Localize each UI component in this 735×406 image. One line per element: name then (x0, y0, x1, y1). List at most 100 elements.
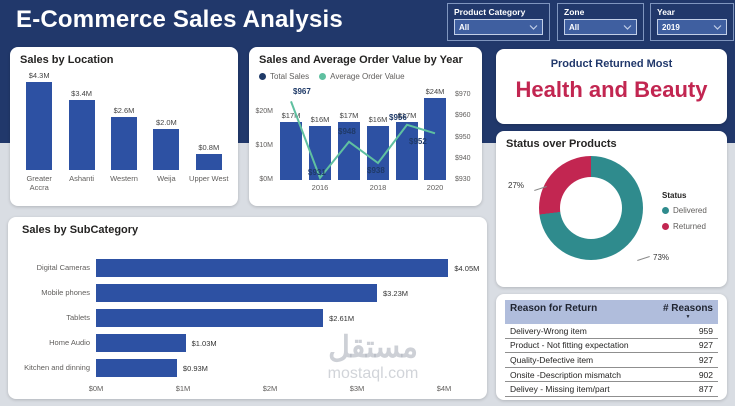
bar-year-2019[interactable] (396, 122, 418, 180)
line-value-label: $931 (308, 167, 326, 177)
table-body: Delivery-Wrong item 959 Product - Not fitt… (505, 324, 718, 397)
reason-cell: Delivery-Wrong item (510, 325, 587, 336)
donut-pct-delivered: 73% (653, 253, 670, 262)
legend-label: Returned (673, 222, 706, 231)
bar-home-audio[interactable] (96, 334, 186, 352)
reason-cell: Product - Not fitting expectation (510, 340, 629, 351)
table-header-reason[interactable]: Reason for Return (510, 303, 598, 314)
filter-value-zone: All (569, 22, 580, 32)
line-value-label: $948 (338, 126, 356, 136)
bar-value-label: $24M (425, 87, 445, 97)
legend-item-delivered[interactable]: Delivered (662, 206, 707, 215)
kpi-value: Health and Beauty (515, 77, 708, 102)
x-axis-tick: $4M (436, 384, 452, 393)
x-axis-label: 2018 (369, 183, 387, 192)
bar-kitchen-and-dinning[interactable] (96, 359, 177, 377)
table-header-count-label: # Reasons (662, 303, 713, 314)
kpi-title: Product Returned Most (550, 58, 673, 70)
bar-value-label: $16M (310, 114, 330, 124)
filter-label-zone: Zone (564, 7, 585, 17)
bar-value-label: $16M (368, 114, 388, 124)
bar-year-2015[interactable] (280, 122, 302, 180)
chevron-down-icon (529, 24, 538, 30)
legend-item-average-order-value[interactable]: Average Order Value (319, 72, 405, 81)
y-axis-right-tick: $960 (455, 112, 471, 120)
bar-tablets[interactable] (96, 309, 324, 327)
panel-status-over-products: Status over Products 27% 73% Status Deliver… (496, 131, 727, 287)
filter-dropdown-product-category[interactable]: All (454, 19, 543, 35)
count-cell: 877 (698, 384, 713, 395)
page-title: E-Commerce Sales Analysis (16, 6, 343, 33)
table-row[interactable]: Delivery-Wrong item 959 (505, 324, 718, 339)
x-axis-label: Western (110, 174, 138, 183)
table-row[interactable]: Product - Not fitting expectation 927 (505, 339, 718, 354)
table-row[interactable]: Quality-Defective item 927 (505, 353, 718, 368)
bar-value-label: $3.4M (71, 89, 93, 99)
bar-value-label: $2.61M (329, 314, 355, 323)
reason-cell: Onsite -Description mismatch (510, 369, 622, 380)
x-axis-label: 2016 (311, 183, 329, 192)
filter-value-product-category: All (459, 22, 470, 32)
bar-mobile-phones[interactable] (96, 284, 377, 302)
bar-value-label: $4.3M (28, 71, 50, 80)
y-axis-label: Mobile phones (41, 288, 90, 297)
legend-label: Delivered (673, 206, 707, 215)
legend-label: Average Order Value (330, 72, 405, 81)
bar-weija[interactable] (153, 129, 180, 170)
legend-item-total-sales[interactable]: Total Sales (259, 72, 309, 81)
y-axis-label: Home Audio (49, 338, 90, 347)
legend-item-returned[interactable]: Returned (662, 222, 707, 231)
legend-dot-icon (662, 223, 669, 230)
bar-value-label: $4.05M (454, 264, 480, 273)
line-value-label: $952 (409, 137, 427, 147)
bar-value-label: $17M (339, 111, 359, 121)
y-axis-left-tick: $0M (259, 176, 273, 183)
legend-dot-icon (319, 73, 327, 80)
bar-digital-cameras[interactable] (96, 259, 449, 277)
panel-sales-by-location: Sales by Location $4.3M Greater Accra $3.4… (10, 47, 238, 206)
callout-line (637, 256, 650, 261)
x-axis-tick: $3M (349, 384, 365, 393)
x-axis-tick: $1M (175, 384, 191, 393)
table-header-row[interactable]: Reason for Return # Reasons ▼ (505, 300, 718, 324)
status-donut-chart: 27% 73% Status Delivered Returned (496, 131, 727, 287)
x-axis-tick: $2M (262, 384, 278, 393)
filter-label-product-category: Product Category (454, 7, 526, 17)
line-value-label: $956 (389, 112, 407, 122)
panel-reason-for-return: Reason for Return # Reasons ▼ Delivery-W… (496, 294, 727, 400)
bar-value-label: $3.23M (383, 289, 409, 298)
bar-value-label: $0.8M (198, 142, 220, 152)
bar-year-2020[interactable] (424, 98, 446, 180)
table-row[interactable]: Delivey - Missing item/part 877 (505, 382, 718, 397)
bar-ashanti[interactable] (68, 100, 95, 170)
bar-greater-accra[interactable] (26, 82, 53, 170)
combo-chart-legend: Total Sales Average Order Value (259, 72, 415, 81)
bar-value-label: $0.93M (182, 364, 208, 373)
y-axis-label: Tablets (66, 313, 90, 322)
table-row[interactable]: Onsite -Description mismatch 902 (505, 368, 718, 383)
chart-title-sales-by-location: Sales by Location (20, 54, 114, 66)
x-axis-label: Upper West (189, 174, 229, 183)
chart-title-sales-aov-by-year: Sales and Average Order Value by Year (259, 54, 463, 66)
y-axis-right-tick: $940 (455, 154, 471, 162)
bar-value-label: $2.6M (113, 105, 135, 115)
x-axis-label: 2020 (426, 183, 444, 192)
filter-dropdown-zone[interactable]: All (564, 19, 637, 35)
panel-sales-by-subcategory: Sales by SubCategory Digital Cameras $4.0… (8, 217, 487, 399)
filter-product-category: Product Category All (447, 3, 550, 41)
y-axis-label: Digital Cameras (36, 263, 90, 272)
bar-western[interactable] (111, 116, 137, 170)
table-header-count[interactable]: # Reasons ▼ (663, 303, 713, 320)
line-value-label: $967 (293, 87, 311, 97)
filter-value-year: 2019 (662, 22, 680, 32)
y-axis-left-tick: $20M (255, 108, 273, 115)
bar-upper-west[interactable] (195, 153, 222, 170)
sales-by-location-chart: $4.3M Greater Accra $3.4M Ashanti $2.6M Weste… (10, 47, 238, 206)
y-axis-label: Kitchen and dinning (24, 363, 90, 372)
bar-value-label: $17M (281, 111, 301, 121)
reason-cell: Quality-Defective item (510, 354, 594, 365)
donut-ring[interactable] (539, 156, 643, 260)
count-cell: 959 (698, 325, 713, 336)
legend-dot-icon (662, 207, 669, 214)
filter-dropdown-year[interactable]: 2019 (657, 19, 727, 35)
